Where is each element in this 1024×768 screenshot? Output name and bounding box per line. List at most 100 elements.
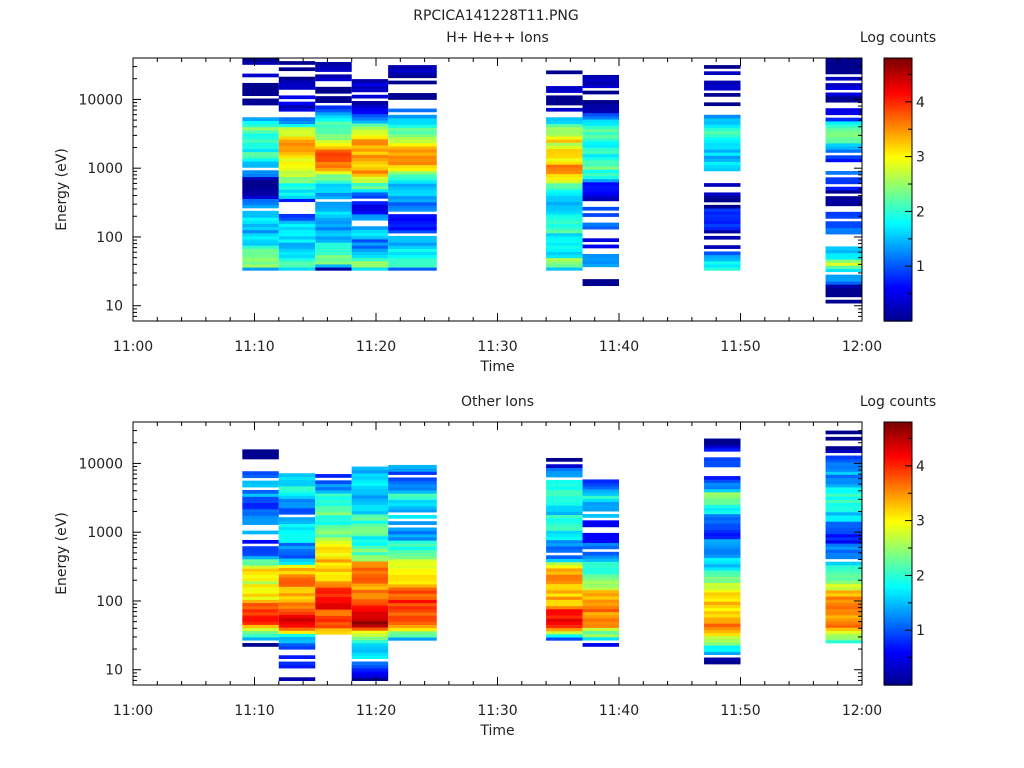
heatmap-cell	[351, 535, 389, 540]
y-axis: 10 100 1000 10000 Energy (eV)	[54, 57, 862, 322]
heatmap-cell	[351, 573, 389, 578]
heatmap-cell	[351, 557, 389, 562]
heatmap-cell	[825, 592, 862, 597]
heatmap-cell	[388, 242, 437, 246]
heatmap-cell	[242, 182, 279, 187]
heatmap-cell	[582, 162, 619, 167]
heatmap-cell	[351, 630, 389, 634]
heatmap-cell	[582, 624, 619, 628]
heatmap-cell	[278, 554, 316, 559]
heatmap-cell	[351, 667, 389, 672]
heatmap-cell	[351, 260, 389, 265]
colorbar-segment	[884, 68, 912, 72]
heatmap-cell	[315, 120, 352, 125]
colorbar-segment	[884, 492, 912, 496]
colorbar-segment	[884, 246, 912, 250]
heatmap-cell	[582, 282, 619, 287]
heatmap-cell	[582, 564, 619, 569]
heatmap-cell	[278, 595, 316, 600]
colorbar-segment	[884, 73, 912, 77]
heatmap-cell	[388, 96, 437, 100]
heatmap-cell	[704, 497, 741, 502]
colorbar-segment	[884, 110, 912, 114]
heatmap-cell	[582, 118, 619, 123]
heatmap-cell	[351, 466, 389, 471]
heatmap-column	[388, 464, 437, 641]
heatmap-cell	[278, 176, 316, 181]
heatmap-cell	[278, 557, 316, 562]
colorbar-segment	[884, 619, 912, 623]
heatmap-cell	[582, 188, 619, 192]
heatmap-cell	[351, 235, 389, 240]
heatmap-cell	[825, 155, 862, 160]
heatmap-cell	[242, 474, 279, 479]
heatmap-cell	[315, 260, 352, 265]
colorbar-segment	[884, 270, 912, 274]
heatmap-cell	[582, 169, 619, 173]
heatmap-cell	[351, 157, 389, 162]
heatmap-cell	[242, 583, 279, 588]
heatmap-cell	[315, 192, 352, 197]
heatmap-cell	[825, 505, 862, 510]
heatmap-cell	[704, 263, 741, 268]
heatmap-cell	[546, 220, 583, 224]
heatmap-cell	[315, 630, 352, 635]
heatmap-cell	[242, 220, 279, 224]
heatmap-cell	[825, 493, 862, 497]
y-tick-label: 1000	[87, 161, 123, 177]
heatmap-cell	[704, 444, 741, 449]
heatmap-cell	[388, 195, 437, 200]
heatmap-cell	[278, 573, 316, 578]
heatmap-cell	[825, 158, 862, 163]
heatmap-cell	[546, 508, 583, 512]
colorbar-segment	[884, 535, 912, 539]
colorbar-segment	[884, 108, 912, 112]
heatmap-cell	[546, 86, 583, 90]
heatmap-cell	[825, 489, 862, 494]
heatmap-cell	[704, 591, 741, 596]
heatmap-cell	[704, 457, 741, 462]
heatmap-cell	[704, 482, 741, 487]
colorbar-segment	[884, 531, 912, 535]
heatmap-cell	[825, 583, 862, 588]
heatmap-cell	[825, 596, 862, 600]
heatmap-cell	[351, 579, 389, 584]
heatmap-cell	[825, 293, 862, 298]
heatmap-cell	[582, 633, 619, 638]
colorbar-segment	[884, 577, 912, 581]
heatmap-cell	[242, 142, 279, 146]
heatmap-cell	[351, 491, 389, 496]
colorbar-segment	[884, 634, 912, 638]
heatmap-cell	[278, 67, 316, 72]
colorbar-segment	[884, 312, 912, 316]
heatmap-cell	[704, 167, 741, 172]
heatmap-cell	[704, 136, 741, 141]
heatmap-cell	[582, 551, 619, 556]
heatmap-cell	[825, 580, 862, 585]
heatmap-cell	[278, 101, 316, 106]
heatmap-cell	[388, 207, 437, 212]
heatmap-cell	[278, 251, 316, 256]
heatmap-cell	[388, 229, 437, 234]
heatmap-cell	[388, 155, 437, 159]
heatmap-cell	[315, 65, 352, 69]
heatmap-cell	[704, 544, 741, 549]
heatmap-cell	[351, 639, 389, 644]
heatmap-cell	[278, 539, 316, 543]
colorbar: 1 2 3 4 Log counts	[860, 394, 936, 686]
colorbar-segment	[884, 279, 912, 283]
heatmap-cell	[546, 188, 583, 193]
heatmap-cell	[704, 447, 741, 452]
heatmap-cell	[582, 78, 619, 82]
heatmap-cell	[546, 179, 583, 184]
heatmap-cell	[704, 120, 741, 125]
colorbar-segment	[884, 676, 912, 680]
heatmap-cell	[582, 166, 619, 170]
heatmap-cell	[582, 589, 619, 594]
heatmap-cell	[388, 170, 437, 175]
heatmap-cell	[825, 287, 862, 291]
heatmap-cell	[242, 232, 279, 237]
colorbar-segment	[884, 93, 912, 96]
colorbar-segment	[884, 257, 912, 261]
colorbar-segment	[884, 494, 912, 498]
